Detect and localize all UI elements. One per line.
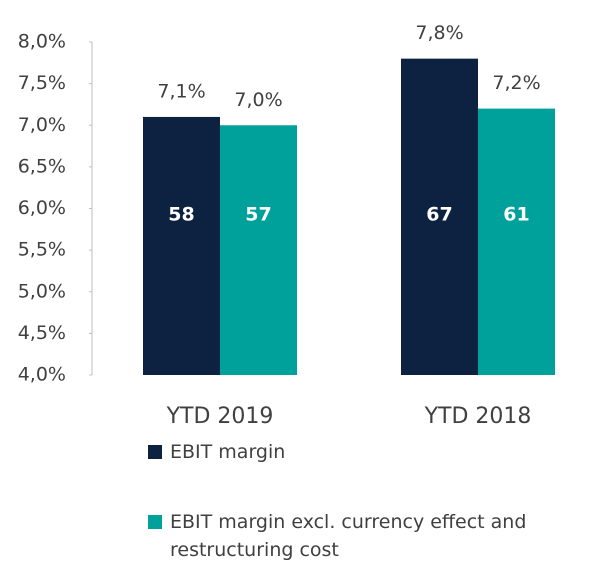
value-label: 7,2% [492,72,540,94]
y-tick-label: 8,0% [18,31,66,53]
legend-swatch [148,515,162,529]
amount-label: 67 [426,204,452,226]
bar [220,125,297,375]
bar [401,58,478,376]
amount-label: 57 [245,204,271,226]
y-tick-label: 5,0% [18,280,66,302]
y-tick-label: 6,5% [18,155,66,177]
value-label: 7,0% [234,89,282,111]
legend-swatch [148,445,162,459]
value-label: 7,8% [415,22,463,44]
legend-item: EBIT margin [148,438,588,466]
y-tick-label: 4,0% [18,364,66,386]
bar [143,116,220,376]
legend-label: EBIT margin [170,441,286,463]
y-tick-label: 4,5% [18,322,66,344]
bar [478,108,555,375]
amount-label: 61 [503,204,529,226]
x-tick-label: YTD 2019 [166,404,274,429]
y-tick-label: 7,0% [18,114,66,136]
value-label: 7,1% [157,80,205,102]
legend-label: EBIT margin excl. currency effect and re… [170,511,527,561]
y-tick-label: 7,5% [18,72,66,94]
x-tick-label: YTD 2018 [424,404,532,429]
y-tick-label: 6,0% [18,197,66,219]
legend-item: EBIT margin excl. currency effect and re… [148,508,588,564]
y-tick-label: 5,5% [18,239,66,261]
amount-label: 58 [168,204,194,226]
